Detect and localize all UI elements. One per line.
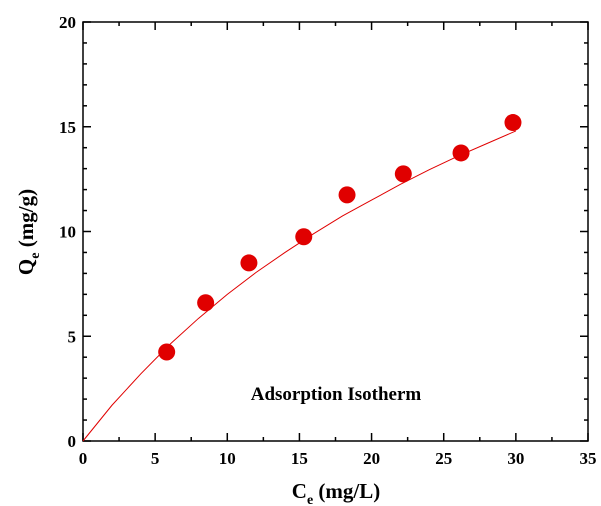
y-tick-label: 20	[59, 13, 76, 32]
data-point	[338, 186, 356, 204]
y-axis-title: Qe (mg/g)	[14, 189, 43, 275]
x-tick-label: 5	[151, 449, 160, 468]
y-tick-label: 15	[59, 118, 76, 137]
data-point	[158, 343, 176, 361]
annotation-label: Adsorption Isotherm	[251, 384, 422, 405]
x-tick-label: 25	[435, 449, 452, 468]
data-point	[504, 114, 522, 132]
data-point	[394, 165, 412, 183]
y-axis-unit: (mg/g)	[14, 189, 38, 253]
y-tick-label: 10	[59, 223, 76, 242]
y-tick-label: 0	[68, 432, 77, 451]
data-point	[240, 254, 258, 272]
x-tick-label: 15	[291, 449, 308, 468]
y-tick-labels: 0 5 10 15 20	[59, 13, 76, 451]
y-tick-label: 5	[68, 327, 77, 346]
x-tick-label: 20	[363, 449, 380, 468]
axis-ticks	[82, 21, 589, 442]
x-axis-subscript: e	[307, 493, 313, 506]
x-axis-title: Ce (mg/L)	[292, 479, 380, 506]
x-tick-label: 35	[580, 449, 597, 468]
x-axis-symbol: C	[292, 479, 307, 503]
y-axis-subscript: e	[28, 253, 43, 259]
y-axis-symbol: Q	[14, 259, 38, 275]
x-tick-label: 10	[219, 449, 236, 468]
x-axis-unit: (mg/L)	[313, 479, 380, 503]
data-point	[197, 294, 215, 312]
data-point	[452, 144, 470, 162]
x-tick-labels: 0 5 10 15 20 25 30 35	[79, 449, 597, 468]
data-points	[158, 114, 522, 361]
plot-frame	[82, 21, 589, 442]
x-tick-label: 30	[507, 449, 524, 468]
x-tick-label: 0	[79, 449, 88, 468]
data-point	[295, 228, 313, 246]
